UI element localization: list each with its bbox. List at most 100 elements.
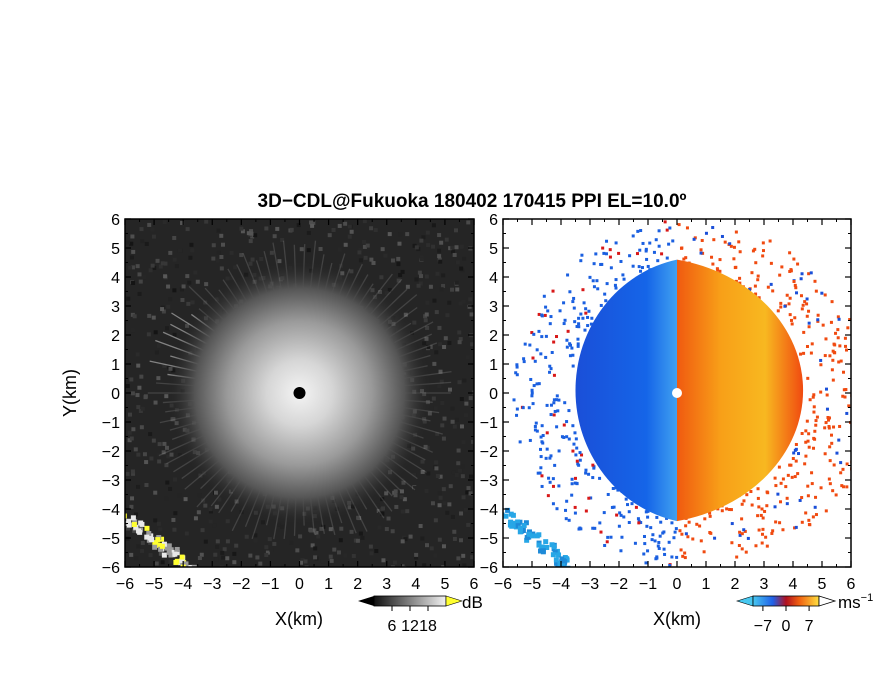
- noise-cell: [460, 464, 465, 469]
- x-tick-label: 5: [818, 576, 827, 593]
- noise-cell: [468, 491, 473, 496]
- velocity-speckle-cell: [686, 535, 690, 539]
- velocity-speckle-cell: [773, 476, 777, 480]
- noise-cell: [447, 502, 452, 507]
- velocity-speckle-cell: [845, 411, 849, 415]
- velocity-speckle-cell: [832, 425, 836, 429]
- velocity-speckle-cell: [672, 536, 676, 540]
- y-tick-label: −6: [102, 560, 120, 577]
- velocity-speckle-cell: [856, 402, 859, 405]
- noise-cell: [433, 406, 438, 411]
- noise-cell: [272, 234, 277, 239]
- noise-cell: [144, 483, 149, 488]
- noise-cell: [440, 423, 445, 428]
- noise-cell: [220, 550, 225, 555]
- noise-cell: [264, 226, 269, 231]
- noise-cell: [219, 565, 224, 567]
- x-tick-label: 4: [411, 576, 420, 593]
- velocity-speckle-cell: [546, 309, 550, 313]
- velocity-speckle-cell: [648, 241, 652, 245]
- velocity-speckle-cell: [529, 377, 533, 381]
- velocity-speckle-cell: [803, 300, 807, 304]
- noise-cell: [148, 540, 153, 545]
- velocity-speckle-cell: [633, 541, 637, 545]
- x-tick-label: 0: [295, 576, 304, 593]
- noise-cell: [465, 490, 470, 495]
- noise-cell: [376, 508, 381, 513]
- velocity-speckle-cell: [708, 514, 712, 518]
- y-tick-label: −1: [480, 415, 498, 432]
- velocity-speckle-cell: [646, 515, 650, 519]
- velocity-speckle-cell: [581, 316, 585, 320]
- velocity-speckle-cell: [728, 508, 732, 512]
- noise-cell: [397, 241, 402, 246]
- velocity-speckle-cell: [819, 358, 823, 362]
- noise-cell: [196, 510, 201, 515]
- noise-cell: [147, 313, 152, 318]
- velocity-speckle-cell: [543, 313, 547, 317]
- noise-cell: [136, 484, 141, 489]
- velocity-speckle-cell: [523, 342, 527, 346]
- velocity-speckle-cell: [571, 300, 575, 304]
- y-tick-label: −4: [102, 502, 120, 519]
- velocity-speckle-cell: [544, 334, 548, 338]
- band-cell: [144, 525, 150, 531]
- noise-cell: [400, 509, 405, 514]
- velocity-speckle-cell: [557, 484, 561, 488]
- velocity-speckle-cell: [634, 505, 638, 509]
- x-tick-label: 0: [673, 576, 682, 593]
- band-cell: [157, 542, 163, 548]
- noise-cell: [419, 274, 424, 279]
- noise-cell: [156, 453, 161, 458]
- noise-cell: [172, 235, 177, 240]
- velocity-speckle-cell: [583, 328, 587, 332]
- velocity-speckle-cell: [575, 446, 579, 450]
- velocity-speckle-cell: [549, 403, 553, 407]
- velocity-speckle-cell: [565, 435, 569, 439]
- velocity-speckle-cell: [761, 254, 765, 258]
- velocity-speckle-cell: [761, 241, 765, 245]
- velocity-speckle-cell: [760, 532, 764, 536]
- noise-cell: [135, 352, 140, 357]
- noise-cell: [166, 304, 171, 309]
- noise-cell: [356, 515, 361, 520]
- noise-cell: [172, 257, 177, 262]
- velocity-speckle-cell: [591, 526, 595, 530]
- noise-cell: [129, 436, 134, 441]
- noise-cell: [429, 546, 434, 551]
- noise-cell: [431, 396, 436, 401]
- noise-cell: [168, 559, 173, 564]
- x-tick-label: −1: [639, 576, 657, 593]
- noise-cell: [309, 528, 314, 533]
- colorbar-tick-label: 7: [805, 618, 814, 635]
- velocity-speckle-cell: [575, 459, 579, 463]
- noise-cell: [362, 244, 367, 249]
- noise-cell: [381, 558, 386, 563]
- noise-cell: [303, 559, 308, 564]
- noise-cell: [384, 491, 389, 496]
- velocity-speckle-cell: [814, 289, 818, 293]
- noise-cell: [318, 246, 323, 251]
- velocity-speckle-cell: [555, 335, 559, 339]
- velocity-speckle-cell: [671, 239, 675, 243]
- velocity-speckle-cell: [766, 285, 770, 289]
- noise-cell: [162, 363, 167, 368]
- noise-cell: [164, 496, 169, 501]
- velocity-speckle-cell: [552, 340, 556, 344]
- noise-cell: [437, 254, 442, 259]
- velocity-colorbar-unit-base: ms: [838, 593, 861, 612]
- velocity-colorbar-unit-exponent: −1: [861, 592, 874, 604]
- noise-cell: [127, 412, 132, 417]
- velocity-speckle-cell: [539, 435, 543, 439]
- velocity-speckle-cell: [828, 445, 832, 449]
- velocity-speckle-cell: [798, 498, 802, 502]
- velocity-speckle-cell: [750, 271, 754, 275]
- noise-cell: [126, 240, 131, 245]
- noise-cell: [399, 495, 404, 500]
- y-tick-label: 3: [111, 299, 120, 316]
- band-cell: [166, 543, 172, 549]
- velocity-colorbar-over: [818, 595, 837, 607]
- band-cell: [551, 544, 557, 550]
- velocity-speckle-cell: [603, 292, 607, 296]
- band-cell: [125, 513, 127, 519]
